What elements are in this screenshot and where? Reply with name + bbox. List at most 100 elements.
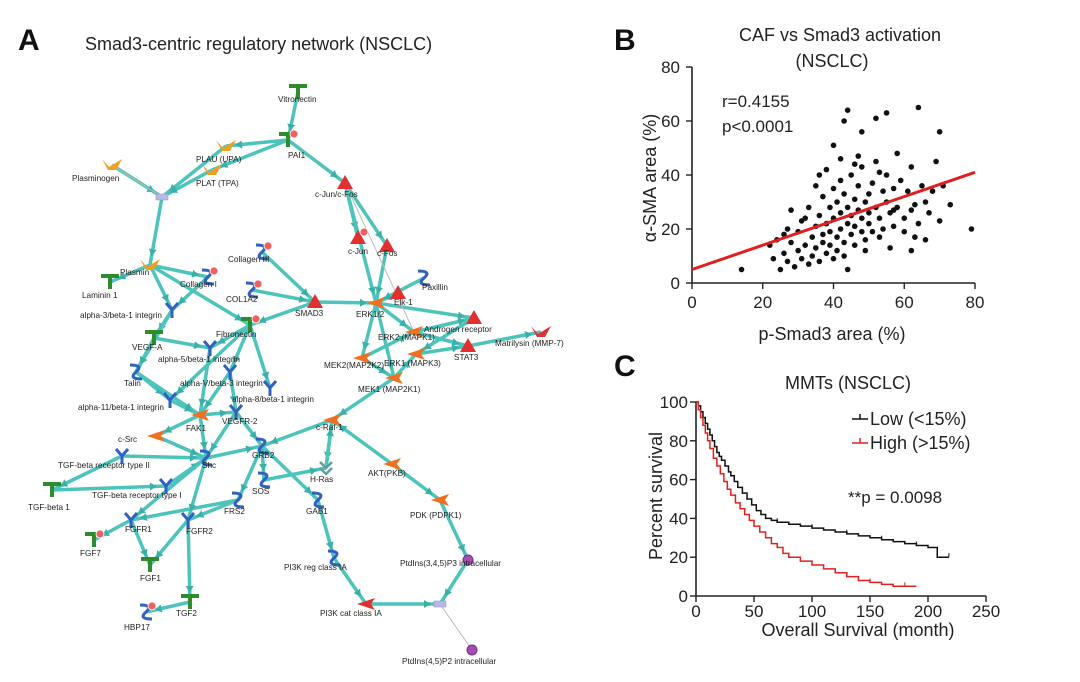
arrowhead-pip3-hub2 (444, 588, 452, 597)
thin-edge-cjuncfos-erk2 (344, 182, 415, 333)
scatter-point (827, 228, 833, 235)
scatter-point (915, 104, 922, 111)
label-mmp7: Matrilysin (MMP-7) (495, 339, 564, 348)
survival-curve-high (696, 401, 917, 588)
node-pi3kcat: PI3K cat class IA (320, 598, 382, 618)
scatter-point (802, 215, 808, 221)
survival-ylabel: Percent survival (646, 432, 666, 560)
scatter-point (851, 242, 858, 248)
label-a5b1: alpha-5/beta-1 integrin (158, 355, 240, 364)
scatter-point (862, 199, 869, 205)
edge-plasmin-fibronectin (149, 263, 251, 327)
label-elk1: Elk-1 (394, 298, 413, 307)
arrowhead-avb3-fak1 (205, 399, 213, 408)
scatter-point (855, 183, 862, 189)
node-pi3kreg: PI3K reg class IA (284, 549, 347, 572)
label-mek1: MEK1 (MAP2K1) (358, 385, 421, 394)
arrowhead-vegfr2-grb2 (249, 430, 257, 439)
badge-collagen3 (263, 241, 273, 251)
badge-fgf7 (95, 529, 105, 539)
node-hbp17: HBP17 (124, 601, 157, 632)
node-fgf7: FGF7 (80, 529, 105, 558)
edge-frs2-fgfr1 (130, 498, 239, 522)
survival-ytick-label: 60 (669, 471, 688, 490)
label-vegfa: VEGF-A (132, 343, 163, 352)
scatter-point (827, 242, 833, 248)
scatter-point (851, 161, 858, 167)
node-cfos: c-Fos (377, 238, 397, 258)
panel-a-letter: A (18, 24, 40, 57)
network-title: Smad3-centric regulatory network (NSCLC) (85, 34, 432, 54)
node-pip2: PtdIns(4,5)P2 intracellular (402, 644, 496, 666)
node-erk2: ERK2 (MAPK1) (378, 326, 435, 342)
edge-plasmin-a3b1 (148, 264, 174, 311)
arrowhead-cjuncfos-erk12 (368, 286, 376, 295)
arrowhead-vegfa-a5b1 (193, 341, 202, 350)
edge-a11b1-fak1 (169, 398, 201, 417)
survival-xtick-label: 50 (745, 602, 764, 621)
badge-fibronectin (251, 314, 261, 324)
node-a8b1: alpha-8/beta-1 integrin (232, 380, 314, 404)
node-pip3: PtdIns(3,4,5)P3 intracellular (400, 554, 501, 568)
arrowhead-hras-craf (326, 428, 334, 437)
badge-pai1 (289, 129, 299, 139)
scatter-ytick-label: 60 (661, 112, 680, 131)
survival-xtick-label: 200 (914, 602, 942, 621)
arrowhead-vitronectin-pai1 (287, 123, 296, 132)
label-frs2: FRS2 (224, 507, 245, 516)
node-tgfbr2: TGF-beta receptor type II (58, 448, 150, 470)
label-a11b1: alpha-11/beta-1 integrin (78, 403, 164, 412)
scatter-point (816, 172, 823, 178)
edge-plasmin-laminin (109, 263, 151, 284)
survival-pvalue: **p = 0.0098 (848, 488, 942, 507)
scatter-point (936, 129, 943, 135)
node-fgfr2: FGFR2 (180, 512, 213, 536)
arrowhead-vegfr2-shc (210, 442, 219, 451)
edge-tgf2-hbp17 (145, 600, 191, 614)
node-tgfbr1: TGF-beta receptor type I (92, 478, 182, 500)
arrowhead-gab1-pi3kreg (325, 541, 334, 550)
scatter-point (968, 226, 975, 232)
scatter-point (820, 193, 826, 200)
scatter-point (837, 210, 844, 216)
scatter-point (915, 220, 922, 227)
label-gab1: GAB1 (306, 507, 328, 516)
scatter-point (809, 234, 816, 240)
scatter-point (820, 239, 826, 246)
survival-ytick-label: 20 (669, 548, 688, 567)
label-fibronectin: Fibronectin (216, 330, 257, 339)
scatter-point (805, 261, 812, 267)
label-plasminogen: Plasminogen (72, 174, 120, 183)
scatter-point (841, 253, 847, 259)
arrowhead-fgfr1-fgf1 (140, 548, 148, 557)
edge-hras-craf (324, 419, 334, 469)
arrowhead-cfos-erk12 (375, 286, 383, 295)
thin-edge-plasminogen-hub1 (111, 164, 163, 198)
scatter-point (912, 234, 918, 240)
scatter-point (876, 169, 883, 176)
label-fgfr1: FGFR1 (125, 525, 152, 534)
label-cjun: c-Jun (348, 247, 368, 256)
label-pai1: PAI1 (288, 151, 306, 160)
scatter-point (876, 215, 883, 221)
node-smad3: SMAD3 (295, 294, 324, 318)
scatter-point (823, 166, 830, 173)
node-akt: AKT(PKB) (368, 458, 406, 478)
scatter-point (791, 264, 798, 270)
scatter-point (844, 266, 851, 273)
scatter-point (770, 255, 777, 262)
thin-edge-hub2-pip2 (439, 603, 473, 651)
arrowhead-tgfbr2-shc (189, 453, 198, 462)
arrowhead-mek2-mek1 (378, 366, 387, 374)
label-pi3kcat: PI3K cat class IA (320, 609, 382, 618)
survival-xlabel: Overall Survival (month) (761, 620, 954, 640)
badge-hbp17 (147, 601, 157, 611)
survival-ytick-label: 100 (660, 393, 688, 412)
arrowhead-shc-fgfr1 (137, 506, 146, 515)
label-talin: Talin (124, 379, 141, 388)
node-talin: Talin (124, 363, 143, 388)
arrowhead-grb2-sos (259, 463, 268, 472)
scatter-point (816, 212, 823, 219)
edge-fibronectin-a11b1 (168, 323, 252, 402)
edge-fak1-vegfr2 (199, 410, 237, 417)
